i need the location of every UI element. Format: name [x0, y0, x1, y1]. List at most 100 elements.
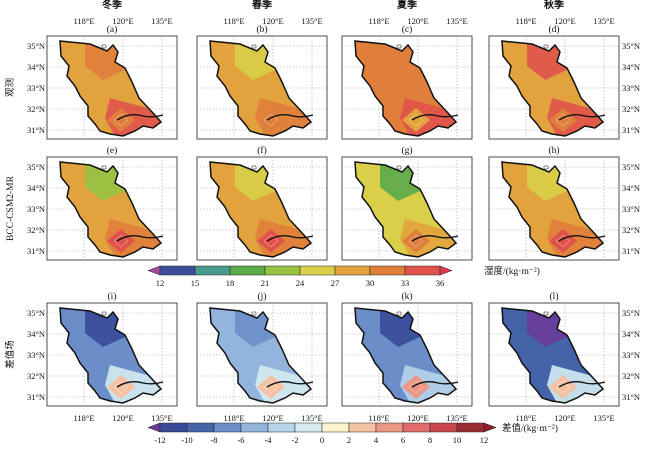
- lat-tick-left: 31°N: [27, 246, 45, 256]
- map-panel-d: (d): [488, 24, 620, 140]
- colorbar-diff-tick: -10: [181, 435, 192, 445]
- lat-tick-right: 33°N: [622, 350, 640, 360]
- colorbar-humidity-over-arrow: [439, 265, 453, 276]
- notch: [543, 311, 549, 316]
- colorbar-diff-tick: 6: [401, 435, 405, 445]
- season-title-0: 冬季: [102, 0, 123, 11]
- colorbar-diff-tick: 10: [453, 435, 462, 445]
- lon-tick-bottom: 120°E: [112, 413, 133, 423]
- colorbar-diff-swatch: [348, 422, 377, 433]
- panel-label-c: (c): [402, 24, 413, 35]
- lon-tick-top: 120°E: [112, 16, 133, 26]
- colorbar-diff-tick: -4: [264, 435, 272, 445]
- notch: [543, 165, 549, 170]
- panel-label-e: (e): [107, 145, 118, 156]
- yangtze-river: [116, 234, 164, 242]
- lon-tick-top: 118°E: [73, 16, 94, 26]
- panel-label-a: (a): [107, 24, 118, 35]
- notch: [101, 165, 107, 170]
- colorbar-diff-swatch: [267, 422, 296, 433]
- lat-tick-right: 32°N: [622, 104, 640, 114]
- colorbar-humidity-swatch: [229, 265, 266, 276]
- colorbar-diff-tick: -2: [291, 435, 298, 445]
- colorbar-humidity-tick: 15: [191, 278, 200, 288]
- contour-north: [527, 42, 567, 80]
- lon-tick-top: 118°E: [223, 16, 244, 26]
- colorbar-diff-title: 差值/(kg·m⁻²): [502, 422, 558, 434]
- yangtze-river: [558, 380, 606, 388]
- axis-ticks: 118°E 120°E 135°E 118°E 120°E 135°E 118°E 120°E…: [27, 16, 640, 423]
- lon-tick-top: 135°E: [151, 16, 172, 26]
- contour-north: [380, 42, 420, 80]
- colorbar-diff-tick: 0: [320, 435, 324, 445]
- season-title-3: 秋季: [544, 0, 565, 11]
- colorbar-humidity-tick: 21: [261, 278, 270, 288]
- row-title-0: 观测: [5, 78, 16, 97]
- colorbar-humidity-swatch: [404, 265, 441, 276]
- yangtze-river: [411, 380, 459, 388]
- lon-tick-bottom: 135°E: [593, 413, 614, 423]
- colorbar-diff-tick: -12: [154, 435, 165, 445]
- lon-tick-top: 120°E: [407, 16, 428, 26]
- colorbar-diff-swatch: [240, 422, 269, 433]
- panel-label-j: (j): [258, 291, 267, 302]
- colorbar-diff-swatch: [186, 422, 215, 433]
- colorbar-humidity-title: 湿度/(kg·m⁻²): [484, 265, 540, 277]
- map-panel-h: (h): [488, 145, 620, 261]
- panel-label-b: (b): [256, 24, 267, 35]
- colorbar-humidity-tick: 24: [296, 278, 305, 288]
- map-panel-k: (k): [341, 291, 473, 407]
- map-panel-b: (b): [196, 24, 328, 140]
- lon-tick-top: 135°E: [593, 16, 614, 26]
- lat-tick-right: 34°N: [622, 183, 640, 193]
- colorbar-diff-swatch: [159, 422, 188, 433]
- notch: [251, 44, 257, 49]
- notch: [251, 165, 257, 170]
- lon-tick-bottom: 118°E: [73, 413, 94, 423]
- map-panels: (a) (b) (c) (d) (e) (f) (g) (h) (i) (j) (k) (l): [46, 24, 620, 407]
- season-title-2: 夏季: [396, 0, 418, 11]
- row-title-2: 差值场: [4, 340, 16, 369]
- colorbar-diff-swatch: [213, 422, 242, 433]
- colorbar-diff-over-arrow: [483, 422, 497, 433]
- yangtze-river: [266, 380, 314, 388]
- lat-tick-right: 35°N: [622, 162, 640, 172]
- map-panel-c: (c): [341, 24, 473, 140]
- panel-label-f: (f): [257, 145, 267, 156]
- lon-tick-bottom: 135°E: [446, 413, 467, 423]
- lon-tick-top: 120°E: [262, 16, 283, 26]
- row-titles: 观测 BCC-CSM2-MR 差值场: [4, 78, 16, 369]
- colorbar-humidity-under-arrow: [147, 265, 161, 276]
- lon-tick-top: 135°E: [301, 16, 322, 26]
- lat-tick-right: 33°N: [622, 83, 640, 93]
- contour-north: [235, 309, 275, 347]
- lat-tick-right: 32°N: [622, 225, 640, 235]
- colorbar-diff-swatch: [429, 422, 458, 433]
- colorbar-humidity-swatch: [369, 265, 406, 276]
- colorbar-diff-under-arrow: [147, 422, 161, 433]
- lat-tick-left: 33°N: [27, 83, 45, 93]
- row-title-1: BCC-CSM2-MR: [6, 175, 16, 241]
- colorbar-diff-swatch: [402, 422, 431, 433]
- lat-tick-right: 34°N: [622, 62, 640, 72]
- colorbar-humidity-tick: 30: [366, 278, 375, 288]
- map-panel-i: (i): [46, 291, 178, 407]
- lon-tick-top: 120°E: [554, 16, 575, 26]
- lat-tick-left: 32°N: [27, 104, 45, 114]
- map-panel-a: (a): [46, 24, 178, 140]
- lat-tick-left: 31°N: [27, 392, 45, 402]
- lat-tick-left: 35°N: [27, 162, 45, 172]
- yangtze-river: [411, 113, 459, 121]
- lat-tick-left: 33°N: [27, 204, 45, 214]
- lon-tick-bottom: 118°E: [223, 413, 244, 423]
- yangtze-river: [266, 234, 314, 242]
- colorbar-diff-tick: 2: [347, 435, 351, 445]
- lon-tick-top: 118°E: [515, 16, 536, 26]
- panel-label-d: (d): [548, 24, 559, 35]
- colorbar-humidity-tick: 33: [401, 278, 410, 288]
- colorbar-humidity-swatch: [334, 265, 371, 276]
- yangtze-river: [116, 380, 164, 388]
- panel-label-k: (k): [401, 291, 412, 302]
- panel-label-g: (g): [401, 145, 412, 156]
